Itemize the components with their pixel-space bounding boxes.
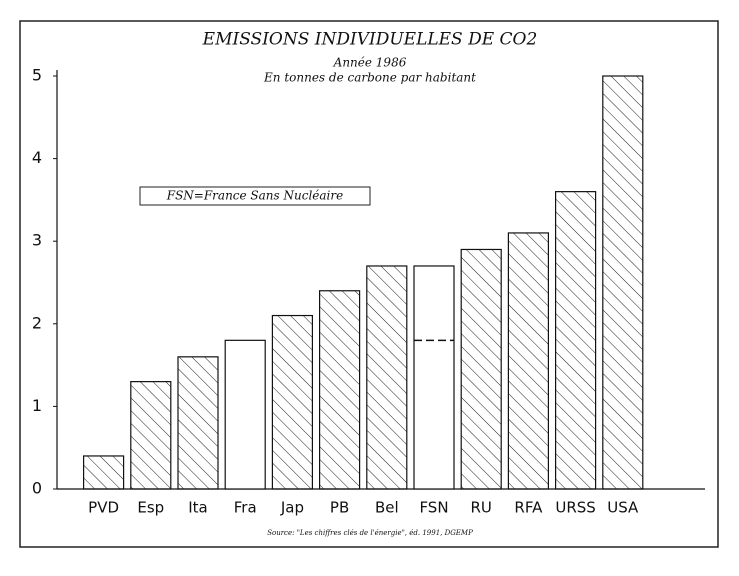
x-tick-label: URSS	[555, 499, 595, 517]
bar	[554, 191, 597, 490]
y-tick-label: 4	[32, 148, 42, 167]
bar	[319, 290, 361, 490]
x-tick-label: USA	[607, 499, 639, 517]
x-tick-label: RFA	[514, 499, 543, 517]
bar	[177, 356, 219, 490]
bar	[602, 75, 644, 490]
y-tick-label: 3	[32, 231, 42, 250]
y-tick-label: 5	[32, 66, 42, 85]
chart-title: EMISSIONS INDIVIDUELLES DE CO2	[202, 30, 538, 50]
bar	[224, 339, 266, 490]
subtitle: Année 1986	[333, 56, 407, 70]
x-tick-label: Bel	[375, 499, 399, 517]
x-tick-label: PVD	[88, 499, 119, 517]
bar	[507, 232, 549, 490]
source: Source: "Les chiffres clés de l'énergie"…	[267, 529, 473, 537]
x-tick-label: PB	[330, 499, 349, 517]
bar	[271, 314, 313, 490]
bar	[366, 265, 408, 490]
bar	[130, 381, 172, 490]
frame	[19, 20, 719, 548]
bar	[460, 248, 502, 490]
x-tick-label: Fra	[234, 499, 257, 517]
y-tick-label: 2	[32, 313, 42, 332]
x-tick-label: RU	[470, 499, 491, 517]
bar	[82, 455, 125, 490]
x-tick-label: FSN	[419, 499, 448, 517]
x-tick-label: Jap	[280, 499, 304, 517]
x-tick-label: Esp	[137, 499, 164, 517]
y-tick-label: 0	[32, 479, 42, 498]
annotation-box	[139, 186, 371, 206]
y-tick-label: 1	[32, 396, 42, 415]
annotation: FSN=France Sans Nucléaire	[166, 189, 343, 203]
x-tick-label: Ita	[188, 499, 208, 517]
bar	[413, 265, 455, 490]
subtitle: En tonnes de carbone par habitant	[263, 71, 476, 85]
